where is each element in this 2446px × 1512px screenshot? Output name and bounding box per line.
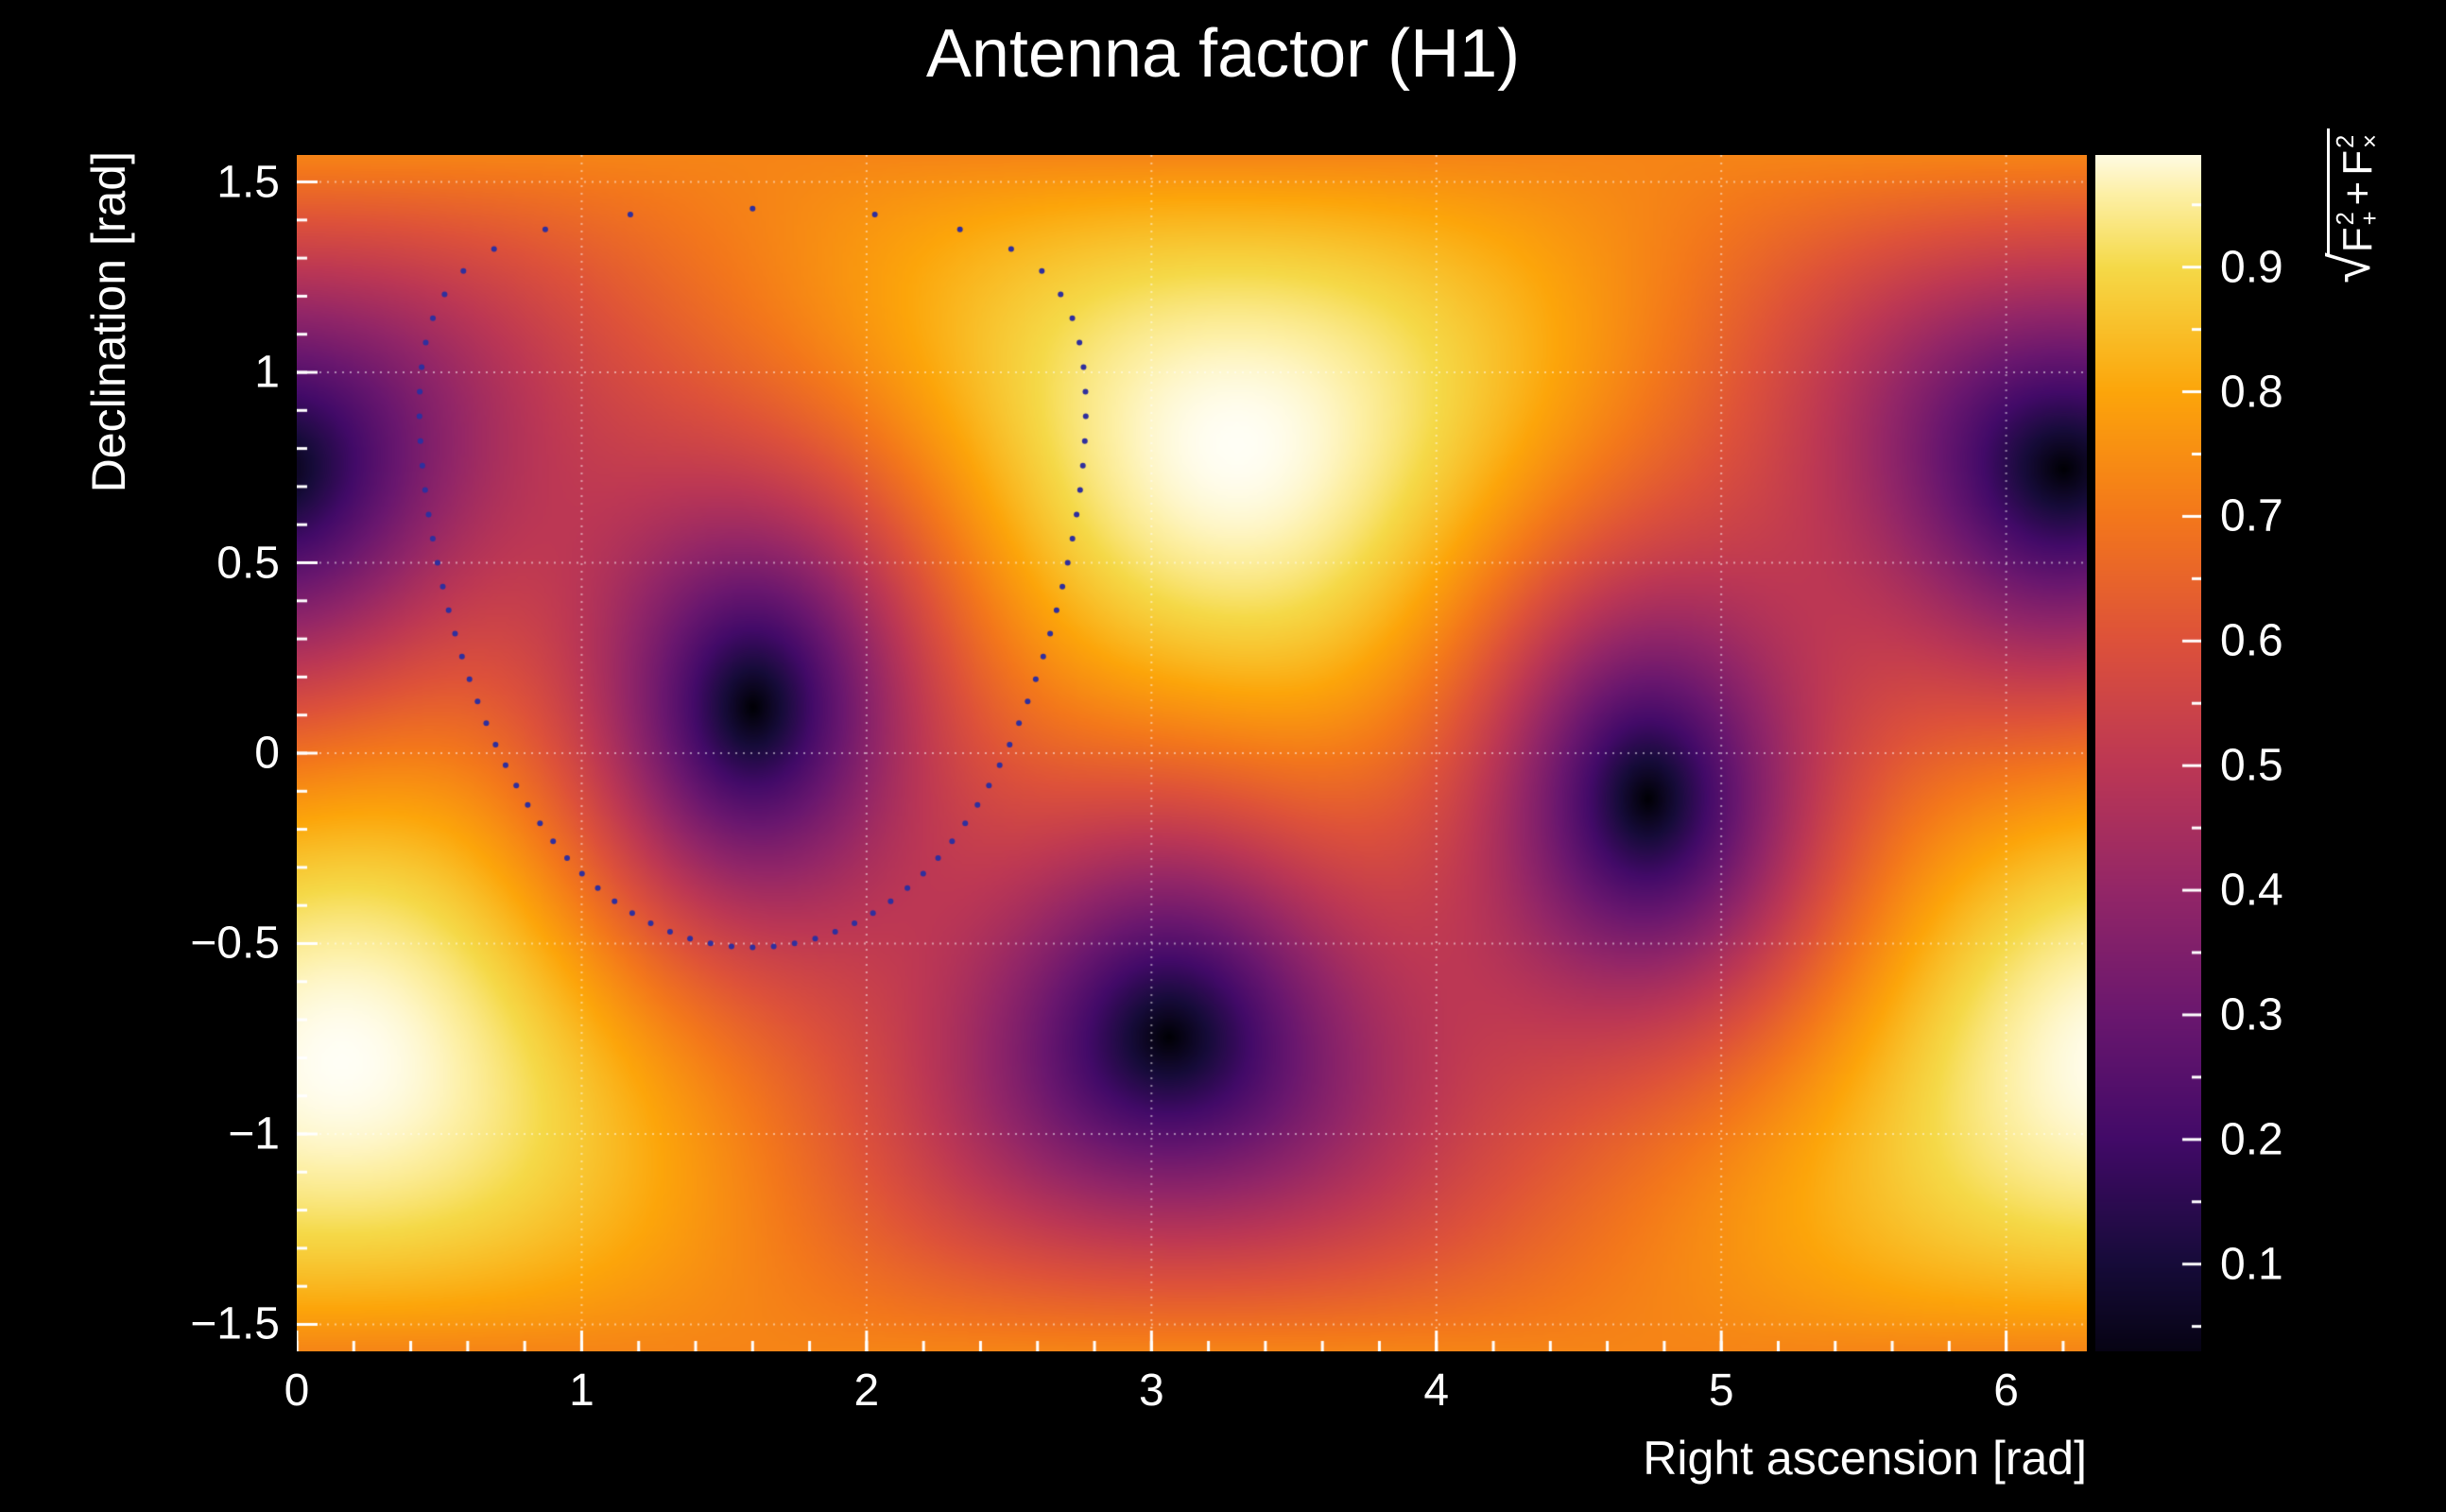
x-tick-label: 3: [1138, 1366, 1164, 1416]
radical-sign-icon: √: [2318, 252, 2382, 284]
x-tick-label: 0: [284, 1366, 310, 1416]
z-tick-label: 0.9: [2220, 242, 2283, 293]
y-tick-label: 0: [254, 728, 280, 779]
y-tick-label: 0.5: [216, 538, 280, 588]
z-tick-label: 0.2: [2220, 1114, 2283, 1165]
x-tick-label: 5: [1708, 1366, 1734, 1416]
y-tick-label: 1.5: [216, 157, 280, 208]
z-tick-label: 0.4: [2220, 865, 2283, 916]
colorbar-canvas: [2095, 155, 2201, 1351]
colorbar-axis-title: √ F 2 + + F 2 ×: [2318, 129, 2385, 284]
z-tick-label: 0.3: [2220, 989, 2283, 1040]
y-tick-label: −1: [228, 1108, 280, 1160]
plus-operator: +: [2334, 180, 2382, 206]
z-tick-label: 0.5: [2220, 740, 2283, 791]
x-tick-label: 6: [1993, 1366, 2019, 1416]
heatmap-canvas: [297, 155, 2087, 1351]
x-tick-label: 2: [853, 1366, 880, 1416]
y-tick-label: 1: [254, 347, 280, 398]
f-plus-term: F 2 +: [2333, 211, 2385, 253]
colorbar-title-expression: F 2 + + F 2 ×: [2327, 129, 2385, 256]
z-tick-label: 0.6: [2220, 615, 2283, 666]
y-tick-label: −0.5: [190, 918, 280, 969]
y-tick-label: −1.5: [190, 1298, 280, 1349]
z-tick-label: 0.7: [2220, 490, 2283, 541]
x-tick-label: 4: [1423, 1366, 1450, 1416]
z-tick-label: 0.1: [2220, 1239, 2283, 1290]
f-cross-term: F 2 ×: [2333, 134, 2385, 176]
chart-title: Antenna factor (H1): [925, 16, 1521, 92]
x-axis-title: Right ascension [rad]: [1643, 1432, 2087, 1485]
y-axis-title: Declination [rad]: [82, 151, 135, 493]
x-tick-label: 1: [569, 1366, 594, 1416]
z-tick-label: 0.8: [2220, 367, 2283, 418]
